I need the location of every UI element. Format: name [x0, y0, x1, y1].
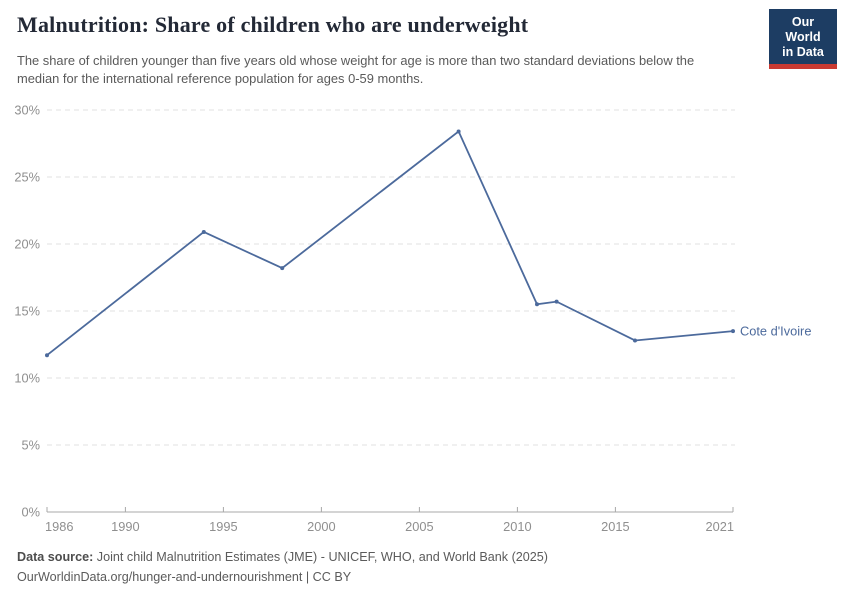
data-point: [535, 302, 539, 307]
data-point: [280, 266, 285, 271]
y-tick-label: 5%: [22, 438, 41, 453]
x-tick-label: 1986: [45, 519, 73, 534]
citation-line: OurWorldinData.org/hunger-and-undernouri…: [17, 570, 352, 585]
data-source-line: Data source: Joint child Malnutrition Es…: [17, 547, 548, 567]
y-tick-label: 25%: [14, 170, 40, 185]
x-tick-label: 2010: [503, 519, 531, 534]
data-source-text: Joint child Malnutrition Estimates (JME)…: [93, 550, 548, 564]
x-tick-label: 2015: [601, 519, 629, 534]
y-tick-label: 20%: [14, 237, 40, 252]
page-title: Malnutrition: Share of children who are …: [17, 12, 529, 37]
data-point: [45, 353, 49, 358]
y-tick-label: 10%: [14, 371, 40, 386]
data-line: [46, 130, 734, 356]
y-tick-label: 15%: [14, 304, 40, 319]
data-source-label: Data source:: [17, 550, 94, 564]
data-point: [633, 338, 637, 343]
x-tick-label: 2005: [405, 519, 433, 534]
data-point: [456, 129, 461, 134]
data-point: [731, 329, 735, 334]
data-point: [554, 299, 559, 304]
y-tick-label: 0%: [22, 505, 41, 520]
owid-logo: Our World in Data: [769, 9, 837, 70]
owid-logo-line2: in Data: [782, 44, 824, 59]
chart-subtitle: The share of children younger than five …: [17, 53, 695, 87]
x-tick-label: 2021: [706, 519, 734, 534]
x-tick-label: 1990: [111, 519, 139, 534]
owid-logo-line1: Our World: [785, 15, 821, 44]
y-tick-label: 30%: [14, 103, 40, 118]
chart-footer: Data source: Joint child Malnutrition Es…: [17, 547, 548, 588]
x-tick-label: 2000: [307, 519, 335, 534]
entity-label: Cote d'Ivoire: [740, 324, 811, 339]
data-point: [201, 229, 206, 234]
x-tick-label: 1995: [209, 519, 237, 534]
